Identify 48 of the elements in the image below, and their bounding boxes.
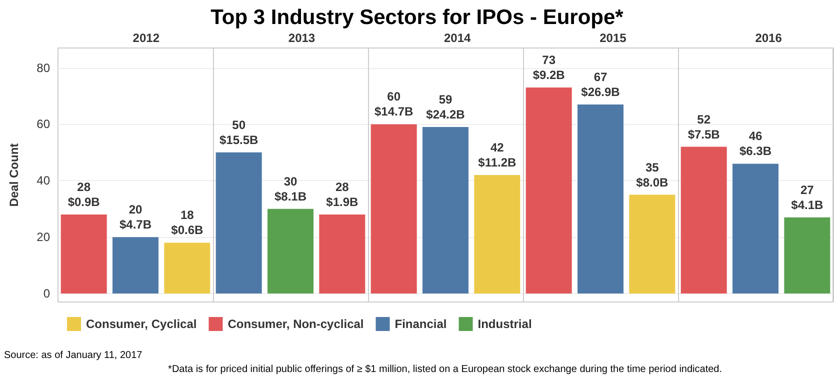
bar [474,175,520,294]
bar [680,146,727,294]
data-label: 59 $24.2B [426,92,466,122]
text: 2013 [288,31,316,45]
bar [268,208,314,294]
legend-label: Financial [394,317,447,331]
y-tick-label: 60 [36,117,50,132]
bar [578,104,624,294]
data-label: 28 $1.9B [326,180,359,210]
text: 2014 [444,31,472,45]
y-tick-label: 0 [43,286,50,301]
data-label: 60 $14.7B [374,90,414,119]
source-note: Source: as of January 11, 2017 [4,350,142,361]
y-axis-title: Deal Count [7,143,21,207]
data-label: 67 $26.9B [581,70,620,99]
bar [732,164,778,294]
y-tick-label: 40 [36,174,50,188]
text: *Data is for priced initial public offerings of ≥ $1 million, listed on a European stock exchange during the time period indicated. [168,364,722,375]
text: 2012 [132,31,160,45]
bar [164,242,210,294]
data-label: 27 $4.1B [791,182,824,212]
bar [319,214,366,294]
data-label: 30 $8.1B [274,174,307,204]
legend-label: Consumer, Cyclical [86,317,197,331]
data-label: 42 $11.2B [478,140,517,170]
bar [216,152,262,294]
text: 2016 [755,31,782,45]
data-label: 50 $15.5B [219,118,259,147]
bar [60,214,107,294]
chart-title: Top 3 Industry Sectors for IPOs - Europe* [210,6,624,29]
data-label: 28 $0.9B [68,180,100,210]
legend-label: Industrial [478,317,532,331]
data-label: 35 $8.0B [636,160,669,190]
bar [629,194,676,294]
bar [370,124,417,294]
y-tick-label: 80 [36,60,50,75]
bar [422,127,468,294]
data-label: 46 $6.3B [739,129,772,158]
legend-label: Consumer, Non-cyclical [228,317,364,331]
y-tick-label: 20 [36,230,50,244]
bar [526,88,572,294]
data-label: 52 $7.5B [688,112,720,142]
data-label: 73 $9.2B [532,53,566,82]
text: 2015 [600,31,627,45]
bar [784,217,830,294]
data-label: 18 $0.6B [171,208,204,238]
data-label: 20 $4.7B [119,202,152,232]
bar [112,237,158,294]
